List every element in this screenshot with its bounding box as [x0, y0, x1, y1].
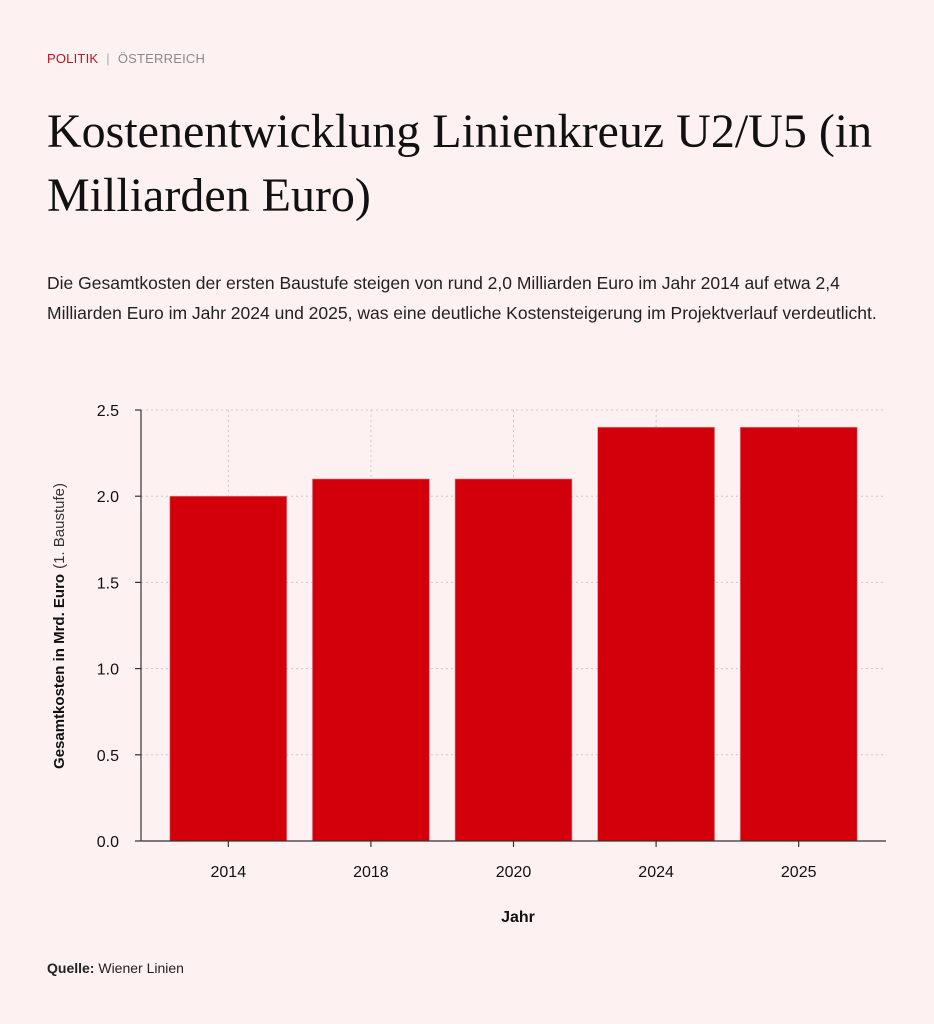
- bars: [169, 426, 858, 842]
- bar-2014: [169, 495, 288, 842]
- y-tick-label: 0.0: [97, 834, 119, 851]
- bar-2018: [312, 478, 430, 842]
- x-tick-label: 2014: [211, 864, 247, 881]
- y-tick-label: 1.5: [97, 575, 119, 592]
- x-tick-label: 2024: [638, 864, 674, 881]
- source-text: Wiener Linien: [98, 960, 184, 976]
- axes: [135, 409, 886, 847]
- bar-2024: [597, 426, 715, 842]
- y-tick-label: 2.0: [97, 489, 119, 506]
- chart-description: Die Gesamtkosten der ersten Baustufe ste…: [47, 273, 877, 323]
- bar-chart: 0.00.51.01.52.02.5 2014 2018 2020 2024 2025 …: [51, 403, 886, 926]
- x-axis-label: Jahr: [501, 909, 535, 926]
- source-label: Quelle:: [47, 960, 95, 976]
- x-tick-label: 2025: [781, 864, 817, 881]
- page-title: Kostenentwicklung Linienkreuz U2/U5 (in …: [47, 105, 873, 222]
- y-tick-label: 2.5: [97, 403, 119, 420]
- y-axis-label-sub: (1. Baustufe): [51, 483, 68, 569]
- y-tick-label: 0.5: [97, 748, 119, 765]
- y-tick-labels: 0.0 0.5 1.0 1.5 2.0 2.5: [97, 403, 119, 851]
- kicker: POLITIK | ÖSTERREICH: [47, 51, 205, 66]
- subcategory-link[interactable]: ÖSTERREICH: [117, 51, 206, 66]
- bar-2020: [454, 478, 573, 842]
- x-tick-label: 2020: [496, 864, 532, 881]
- y-axis-label: Gesamtkosten in Mrd. Euro (1. Baustufe): [51, 483, 68, 769]
- y-tick-label: 1.0: [97, 662, 119, 679]
- x-tick-labels: 2014 2018 2020 2024 2025: [211, 864, 817, 881]
- category-link[interactable]: POLITIK: [47, 51, 99, 66]
- y-axis-label-main: Gesamtkosten in Mrd. Euro: [51, 574, 68, 769]
- x-tick-label: 2018: [353, 864, 389, 881]
- kicker-separator: |: [106, 51, 110, 66]
- source-note: Quelle: Wiener Linien: [47, 960, 184, 976]
- bar-2025: [739, 426, 858, 842]
